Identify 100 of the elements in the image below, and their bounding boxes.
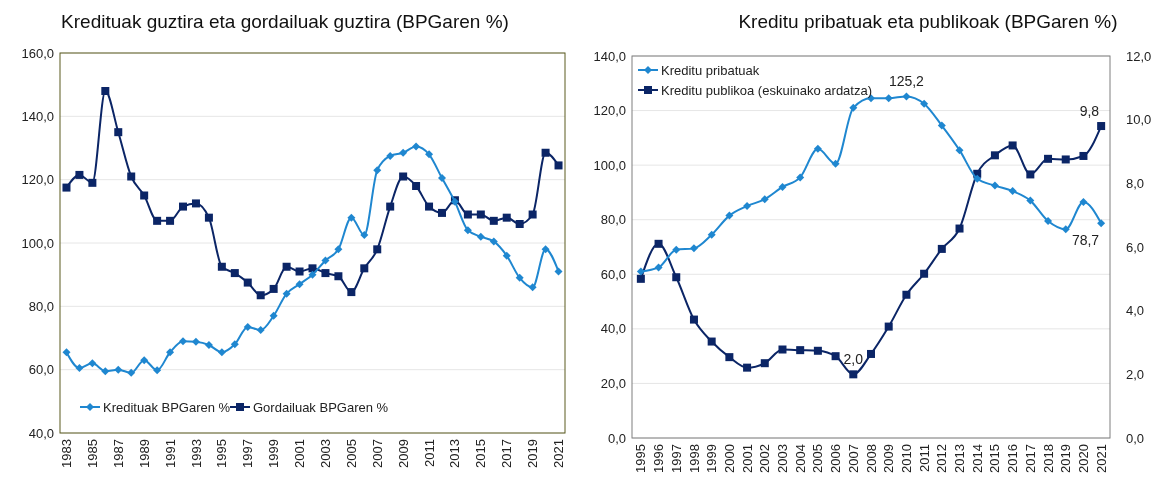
y-tick-label: 120,0 xyxy=(593,103,626,119)
point xyxy=(796,173,805,182)
point xyxy=(204,213,213,222)
x-tick-label: 2013 xyxy=(952,444,968,473)
point xyxy=(127,172,136,181)
point xyxy=(760,195,769,204)
point xyxy=(360,231,369,240)
y-tick-label: 100,0 xyxy=(21,235,54,251)
point xyxy=(101,87,110,95)
point xyxy=(75,364,84,373)
point xyxy=(867,349,875,358)
point xyxy=(990,151,999,160)
x-tick-label: 1996 xyxy=(651,444,667,473)
point xyxy=(399,148,408,157)
legend-label: Kreditu pribatuak xyxy=(661,62,760,78)
y2-tick-label: 12,0 xyxy=(1126,48,1151,64)
point xyxy=(654,239,663,248)
point xyxy=(127,368,136,377)
chart-title: Kredituak guztira eta gordailuak guztira (BPGaren %) xyxy=(61,11,509,32)
point xyxy=(217,262,226,271)
point xyxy=(347,213,356,222)
point xyxy=(541,245,550,254)
x-tick-label: 2001 xyxy=(292,439,308,468)
point xyxy=(463,210,472,219)
point xyxy=(831,352,840,361)
point xyxy=(153,366,162,375)
point xyxy=(554,267,563,276)
point xyxy=(243,322,252,331)
point xyxy=(88,178,97,187)
point xyxy=(463,226,472,235)
point xyxy=(88,359,97,368)
x-tick-label: 2020 xyxy=(1075,444,1091,473)
point xyxy=(179,202,188,211)
point xyxy=(528,210,537,219)
point xyxy=(476,232,485,241)
point xyxy=(778,345,787,354)
point xyxy=(321,256,330,265)
point xyxy=(166,348,175,357)
point xyxy=(1008,141,1017,150)
point xyxy=(412,142,421,151)
point xyxy=(476,210,485,219)
x-tick-label: 1999 xyxy=(266,439,282,468)
data-label: 125,2 xyxy=(888,73,925,90)
point xyxy=(437,174,446,183)
point xyxy=(114,128,123,137)
point xyxy=(412,182,421,190)
x-tick-label: 2009 xyxy=(881,444,897,473)
x-tick-label: 1991 xyxy=(162,439,178,468)
data-label: 78,7 xyxy=(1071,232,1100,249)
point xyxy=(884,94,893,103)
point xyxy=(230,269,239,278)
point xyxy=(347,288,356,297)
point xyxy=(1097,122,1106,131)
y-tick-label: 0,0 xyxy=(607,430,626,446)
point xyxy=(515,220,524,228)
x-tick-label: 2002 xyxy=(757,444,773,473)
point xyxy=(256,291,265,300)
x-tick-label: 1998 xyxy=(686,444,702,473)
point xyxy=(528,283,537,292)
point xyxy=(489,216,498,225)
point xyxy=(554,161,563,170)
x-tick-label: 2014 xyxy=(969,444,985,473)
y-tick-label: 80,0 xyxy=(600,212,626,228)
x-tick-label: 2011 xyxy=(916,444,932,472)
point xyxy=(191,199,200,208)
point xyxy=(515,273,524,282)
y-tick-label: 60,0 xyxy=(600,266,626,282)
point xyxy=(743,202,752,211)
point xyxy=(1044,217,1053,226)
point xyxy=(1061,155,1070,164)
point xyxy=(269,284,278,293)
y-tick-label: 80,0 xyxy=(28,298,54,314)
y-tick-label: 100,0 xyxy=(593,157,626,173)
point xyxy=(140,356,149,365)
point xyxy=(937,244,946,253)
point xyxy=(955,224,964,233)
y-tick-label: 40,0 xyxy=(600,321,626,337)
point xyxy=(813,346,822,355)
point xyxy=(1079,151,1088,160)
point xyxy=(920,99,929,108)
point xyxy=(760,359,769,368)
x-tick-label: 1997 xyxy=(668,444,684,473)
point xyxy=(204,340,213,349)
x-tick-label: 1993 xyxy=(188,439,204,468)
point xyxy=(282,262,291,271)
x-tick-label: 2021 xyxy=(551,439,567,468)
x-tick-label: 2003 xyxy=(318,439,333,468)
point xyxy=(654,263,663,272)
y-tick-label: 60,0 xyxy=(28,362,54,378)
x-tick-label: 1999 xyxy=(704,444,720,473)
point xyxy=(191,337,200,346)
x-tick-label: 2021 xyxy=(1093,444,1109,473)
x-tick-label: 2004 xyxy=(792,444,808,473)
point xyxy=(230,340,239,349)
point xyxy=(796,346,805,355)
data-label: 2,0 xyxy=(843,351,864,368)
x-tick-label: 2011 xyxy=(421,439,437,467)
x-tick-label: 2018 xyxy=(1040,444,1056,473)
x-tick-label: 2015 xyxy=(987,444,1003,473)
point xyxy=(334,272,343,281)
